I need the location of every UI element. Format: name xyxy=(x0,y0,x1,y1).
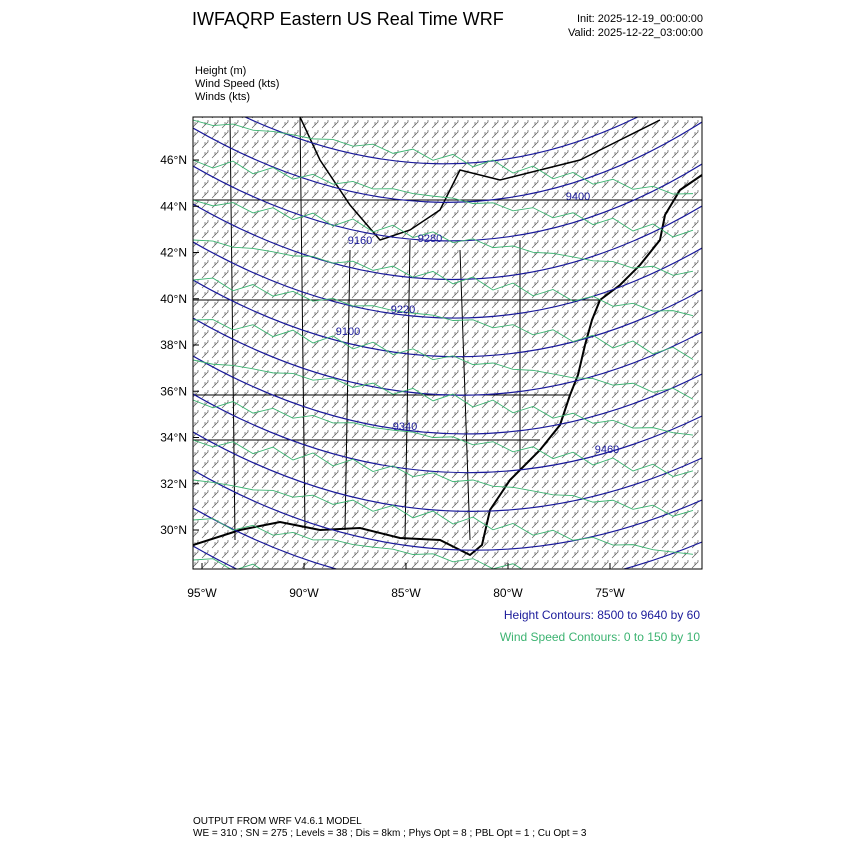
wind-contour xyxy=(193,399,694,478)
height-contour xyxy=(193,393,702,474)
footer-line: WE = 310 ; SN = 275 ; Levels = 38 ; Dis … xyxy=(193,828,587,839)
contour-label: 9160 xyxy=(348,235,372,247)
lat-tick-label: 40°N xyxy=(160,292,187,306)
wind-contour xyxy=(193,479,694,555)
height-contour xyxy=(193,121,702,203)
height-contour xyxy=(193,431,702,512)
wind-contour xyxy=(193,159,694,238)
lat-tick-label: 42°N xyxy=(160,246,187,260)
title: IWFAQRP Eastern US Real Time WRF xyxy=(192,9,504,29)
contour-label: 9220 xyxy=(391,304,415,316)
lat-tick-label: 46°N xyxy=(160,153,187,167)
field-label: Winds (kts) xyxy=(195,91,250,103)
footer-line: OUTPUT FROM WRF V4.6.1 MODEL xyxy=(193,816,362,827)
height-contour xyxy=(193,203,702,281)
height-contour xyxy=(193,584,702,667)
height-contour xyxy=(193,241,702,319)
lat-tick-label: 34°N xyxy=(160,431,187,445)
height-contour xyxy=(193,163,702,242)
lon-tick-label: 90°W xyxy=(289,586,319,600)
lon-tick-label: 75°W xyxy=(595,586,625,600)
contour-label: 9100 xyxy=(336,326,360,338)
height-contour xyxy=(193,355,702,435)
lat-tick-label: 38°N xyxy=(160,338,187,352)
wind-contour xyxy=(193,239,694,317)
wind-legend: Wind Speed Contours: 0 to 150 by 10 xyxy=(499,630,700,644)
wind-contour xyxy=(193,319,694,400)
height-contour xyxy=(193,507,702,569)
lon-tick-label: 80°W xyxy=(493,586,523,600)
lat-tick-label: 30°N xyxy=(160,523,187,537)
wind-contour xyxy=(193,119,694,195)
height-contour xyxy=(193,279,702,358)
contour-label: 9460 xyxy=(595,444,619,456)
contour-label: 9340 xyxy=(393,421,417,433)
lat-tick-label: 36°N xyxy=(160,384,187,398)
height-legend: Height Contours: 8500 to 9640 by 60 xyxy=(503,608,700,622)
contour-label: 9400 xyxy=(566,191,590,203)
wind-contour xyxy=(193,439,694,517)
field-label: Wind Speed (kts) xyxy=(195,78,280,90)
lon-tick-label: 85°W xyxy=(391,586,421,600)
lat-tick-label: 44°N xyxy=(160,199,187,213)
lat-tick-label: 32°N xyxy=(160,477,187,491)
wind-contour xyxy=(193,518,554,569)
valid-time: Valid: 2025-12-22_03:00:00 xyxy=(568,27,703,39)
wind-contour xyxy=(193,199,694,276)
field-label: Height (m) xyxy=(195,65,247,77)
contour-label: 9280 xyxy=(418,233,442,245)
wind-contour xyxy=(193,359,694,436)
height-contour xyxy=(243,117,639,165)
height-contour xyxy=(193,317,702,396)
lon-tick-label: 95°W xyxy=(187,586,217,600)
height-contour xyxy=(193,469,702,551)
wind-contour xyxy=(193,277,694,360)
init-time: Init: 2025-12-19_00:00:00 xyxy=(577,13,703,25)
